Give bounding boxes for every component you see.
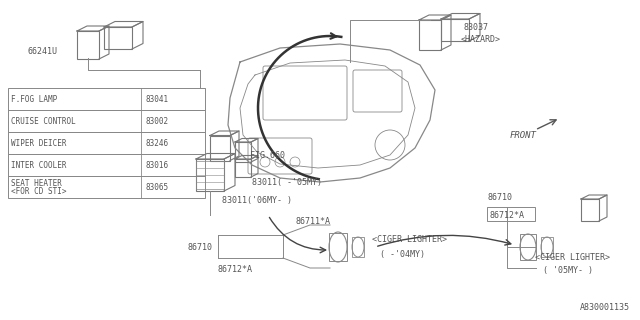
Text: <CIGER LIGHTER>: <CIGER LIGHTER> [372, 236, 447, 244]
Text: 86712*A: 86712*A [218, 266, 253, 275]
Bar [8, 154, 205, 176]
Text: INTER COOLER: INTER COOLER [11, 161, 67, 170]
Text: <FOR CD STI>: <FOR CD STI> [11, 187, 67, 196]
Bar [196, 161, 224, 189]
Text: 86712*A: 86712*A [489, 211, 524, 220]
Bar [8, 88, 205, 110]
Text: <HAZARD>: <HAZARD> [461, 36, 501, 44]
Text: WIPER DEICER: WIPER DEICER [11, 139, 67, 148]
Text: ( '05MY- ): ( '05MY- ) [543, 267, 593, 276]
Bar [8, 132, 205, 154]
Text: 83037: 83037 [463, 23, 488, 33]
Bar [8, 110, 205, 132]
Text: ( -'04MY): ( -'04MY) [380, 251, 425, 260]
Text: 83016: 83016 [145, 161, 168, 170]
Text: 83041: 83041 [145, 94, 168, 103]
Text: 83011('06MY- ): 83011('06MY- ) [222, 196, 292, 204]
Bar [352, 237, 364, 257]
Text: 86711*A: 86711*A [295, 218, 330, 227]
Text: 83011( -'05MY): 83011( -'05MY) [252, 178, 322, 187]
Bar [487, 207, 535, 221]
Text: A830001135: A830001135 [580, 303, 630, 312]
Text: FRONT: FRONT [510, 131, 537, 140]
Text: 83246: 83246 [145, 139, 168, 148]
Text: 83065: 83065 [145, 182, 168, 191]
Bar [520, 234, 536, 260]
Text: 66241U: 66241U [28, 47, 58, 57]
Text: 86710: 86710 [487, 194, 512, 203]
Bar [329, 233, 347, 261]
Text: 86710: 86710 [188, 243, 213, 252]
Text: 83002: 83002 [145, 116, 168, 125]
Text: F.FOG LAMP: F.FOG LAMP [11, 94, 57, 103]
Text: FIG.660: FIG.660 [250, 150, 285, 159]
Bar [541, 237, 553, 257]
Bar [8, 176, 205, 198]
Text: <CIGER LIGHTER>: <CIGER LIGHTER> [535, 253, 610, 262]
Text: CRUISE CONTROL: CRUISE CONTROL [11, 116, 76, 125]
Text: SEAT HEATER: SEAT HEATER [11, 179, 62, 188]
